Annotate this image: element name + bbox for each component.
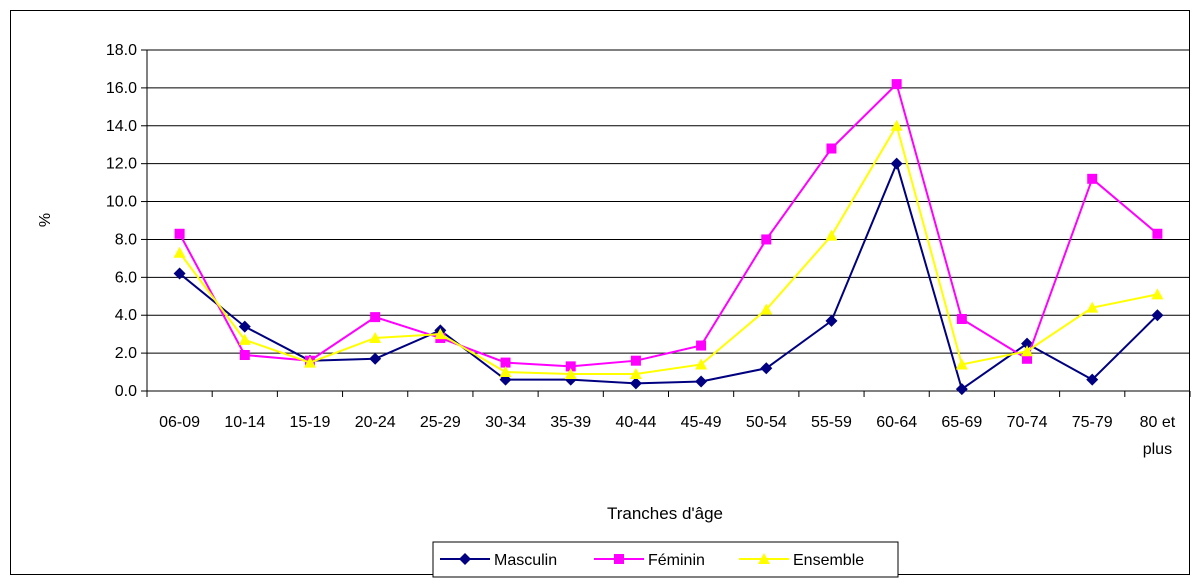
y-tick-label: 12.0 — [106, 156, 137, 173]
y-tick-label: 0.0 — [115, 383, 137, 400]
x-tick-label: 80 et plus — [1140, 414, 1176, 458]
data-point — [761, 234, 772, 245]
series-lines — [173, 79, 1164, 396]
x-tick-label: 15-19 — [290, 414, 331, 431]
data-point — [630, 355, 641, 366]
data-point — [1151, 288, 1164, 300]
y-tick-label: 6.0 — [115, 269, 137, 286]
y-tick-label: 18.0 — [106, 42, 137, 59]
legend-marker — [758, 553, 770, 564]
data-point — [369, 352, 382, 365]
axes: 0.0 2.0 4.0 6.0 8.0 10.0 12.0 14.0 16.0 18.0 06-09… — [106, 42, 1191, 458]
x-tick-label: 65-69 — [941, 414, 982, 431]
data-point — [238, 320, 251, 333]
series-line — [178, 82, 1159, 368]
data-point — [1086, 301, 1099, 313]
legend-marker — [459, 553, 471, 565]
data-point — [564, 367, 577, 379]
data-point — [1152, 228, 1163, 239]
data-point — [825, 314, 838, 327]
data-point — [239, 350, 250, 361]
data-point — [173, 246, 186, 258]
data-point — [174, 228, 185, 239]
chart-frame — [10, 10, 1190, 575]
data-point — [955, 358, 968, 370]
x-axis-title: Tranches d'âge — [607, 504, 723, 523]
data-point — [760, 303, 773, 315]
data-point — [370, 312, 381, 323]
data-point — [760, 362, 773, 375]
series-line — [178, 123, 1158, 375]
x-tick-label: 50-54 — [746, 414, 787, 431]
x-tick-label: 75-79 — [1072, 414, 1113, 431]
data-point — [500, 357, 511, 368]
x-tick-label: 45-49 — [681, 414, 722, 431]
data-point — [499, 366, 512, 378]
legend-label: Masculin — [494, 552, 557, 569]
x-tick-label: 60-64 — [876, 414, 917, 431]
series-line — [178, 160, 1159, 391]
data-point — [1086, 373, 1099, 386]
legend: Masculin Féminin Ensemble — [432, 541, 899, 578]
data-point — [1087, 173, 1098, 184]
gridlines — [147, 49, 1190, 354]
data-point — [955, 383, 968, 396]
data-point — [369, 331, 382, 343]
x-tick-label: 20-24 — [355, 414, 396, 431]
y-tick-label: 16.0 — [106, 80, 137, 97]
legend-box — [432, 541, 899, 578]
data-point — [825, 229, 838, 241]
data-point — [238, 333, 251, 345]
x-tick-label: 30-34 — [485, 414, 526, 431]
data-point — [565, 361, 576, 372]
data-point — [826, 143, 837, 154]
data-point — [956, 314, 967, 325]
data-point — [890, 157, 903, 170]
data-point — [891, 79, 902, 90]
x-tick-label: 70-74 — [1007, 414, 1048, 431]
x-tick-label: 06-09 — [159, 414, 200, 431]
data-point — [890, 119, 903, 131]
legend-marker — [614, 554, 624, 564]
data-point — [629, 367, 642, 379]
x-tick-label: 35-39 — [550, 414, 591, 431]
data-point — [629, 377, 642, 390]
data-point — [434, 328, 447, 340]
legend-label: Ensemble — [793, 552, 864, 569]
y-tick-label: 4.0 — [115, 307, 137, 324]
y-axis-title: % — [37, 213, 54, 227]
data-point — [696, 340, 707, 351]
data-point — [1021, 337, 1034, 350]
series-ensemble — [173, 119, 1164, 379]
data-point — [1022, 353, 1033, 364]
y-tick-label: 2.0 — [115, 345, 137, 362]
data-point — [695, 375, 708, 388]
x-tick-label: 55-59 — [811, 414, 852, 431]
series-féminin — [174, 79, 1163, 372]
y-tick-label: 10.0 — [106, 194, 137, 211]
data-point — [695, 358, 708, 370]
data-point — [173, 267, 186, 280]
legend-label: Féminin — [648, 552, 705, 569]
y-tick-label: 14.0 — [106, 118, 137, 135]
data-point — [303, 356, 316, 368]
y-tick-label: 8.0 — [115, 231, 137, 248]
x-tick-label: 25-29 — [420, 414, 461, 431]
x-tick-label: 10-14 — [224, 414, 265, 431]
data-point — [1021, 345, 1034, 357]
data-point — [1151, 309, 1164, 322]
series-masculin — [173, 157, 1164, 396]
x-tick-label: 40-44 — [615, 414, 656, 431]
